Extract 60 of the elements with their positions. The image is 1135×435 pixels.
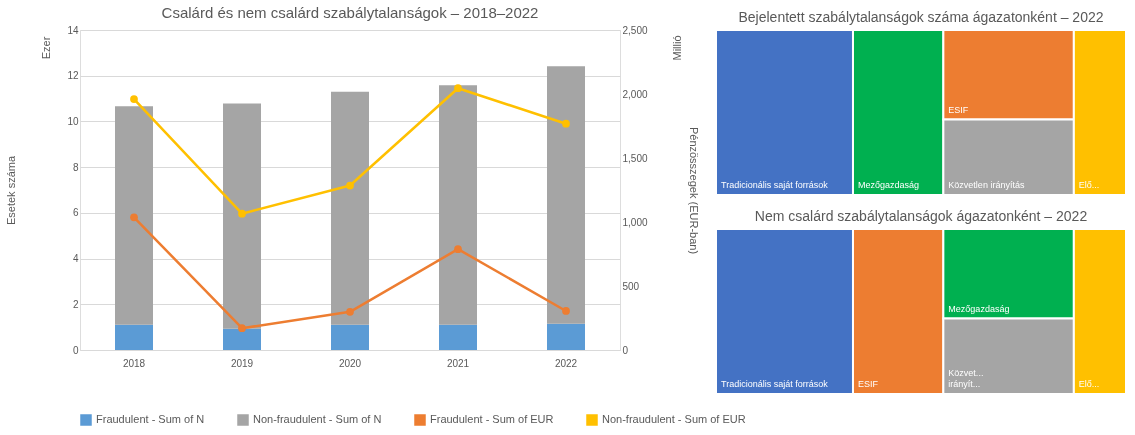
category-label: Tradicionális saját források <box>721 379 829 389</box>
category-label: Közvet... irányít... <box>948 368 984 389</box>
point <box>346 181 354 190</box>
y-tick-label: 8 <box>72 161 79 173</box>
y2-tick-label: 1,500 <box>622 152 648 164</box>
point <box>454 84 462 93</box>
y2-axis-title: Pénzösszegek (EUR-ban) <box>687 126 700 255</box>
category-label: ESIF <box>948 104 969 115</box>
category-label: Elő... <box>1078 379 1100 389</box>
text: Nem csalárd szabálytalanságok ágazatonként – 2022 <box>754 208 1088 224</box>
y2-tick-label: 2,500 <box>622 24 648 36</box>
point <box>454 245 462 253</box>
bar <box>439 85 477 325</box>
y-tick-label: 2 <box>72 298 79 310</box>
point <box>562 119 570 128</box>
category-label: Mezőgazdaság <box>857 180 920 190</box>
legend-label: Non-fraudulent - Sum of N <box>253 413 382 425</box>
y-tick-label: 0 <box>72 344 79 356</box>
bar <box>331 324 369 350</box>
x-tick-label: 2018 <box>122 357 146 369</box>
y-tick-label: 4 <box>72 253 79 265</box>
y2-tick-label: 500 <box>622 280 640 292</box>
y2-tick-label: 2,000 <box>622 88 648 100</box>
point <box>562 307 570 315</box>
y-tick-label: 10 <box>67 115 79 127</box>
point <box>346 307 354 316</box>
point <box>130 95 138 103</box>
category-label: Közvetlen irányítás <box>948 180 1025 190</box>
bar <box>115 106 153 325</box>
point <box>130 213 138 222</box>
y-tick-label: 12 <box>67 70 79 82</box>
text: Millió <box>671 35 683 61</box>
y-tick-label: 6 <box>72 207 79 219</box>
point <box>238 324 246 333</box>
bar <box>331 91 369 325</box>
text: Ezer <box>40 36 52 60</box>
bar <box>223 103 261 329</box>
y2-tick-label: 0 <box>622 344 629 356</box>
legend-label: Non-fraudulent - Sum of EUR <box>602 413 746 425</box>
x-tick-label: 2022 <box>554 357 578 369</box>
chart-title: Csalárd és nem csalárd szabálytalanságok – 2018–2022 <box>161 4 539 21</box>
bar <box>547 66 585 324</box>
x-tick-label: 2019 <box>230 357 254 369</box>
y2-tick-label: 1,000 <box>622 216 648 228</box>
x-tick-label: 2020 <box>338 357 362 369</box>
bar <box>547 323 585 350</box>
legend-label: Fraudulent - Sum of N <box>96 413 205 425</box>
x-tick-label: 2021 <box>446 357 470 369</box>
bar <box>223 328 261 350</box>
text: Bejelentett szabálytalanságok száma ágazatonként – 2022 <box>738 9 1104 25</box>
y-tick-label: 14 <box>67 24 79 36</box>
legend-label: Fraudulent - Sum of EUR <box>430 413 554 425</box>
bar <box>115 324 153 350</box>
category-label: Mezőgazdaság <box>948 303 1010 314</box>
bar <box>439 324 477 350</box>
y-axis-title: Esetek száma <box>5 155 18 226</box>
point <box>238 209 246 218</box>
category-label: Elő... <box>1078 180 1100 190</box>
category-label: Tradicionális saját források <box>721 180 829 190</box>
category-label: ESIF <box>857 379 879 389</box>
